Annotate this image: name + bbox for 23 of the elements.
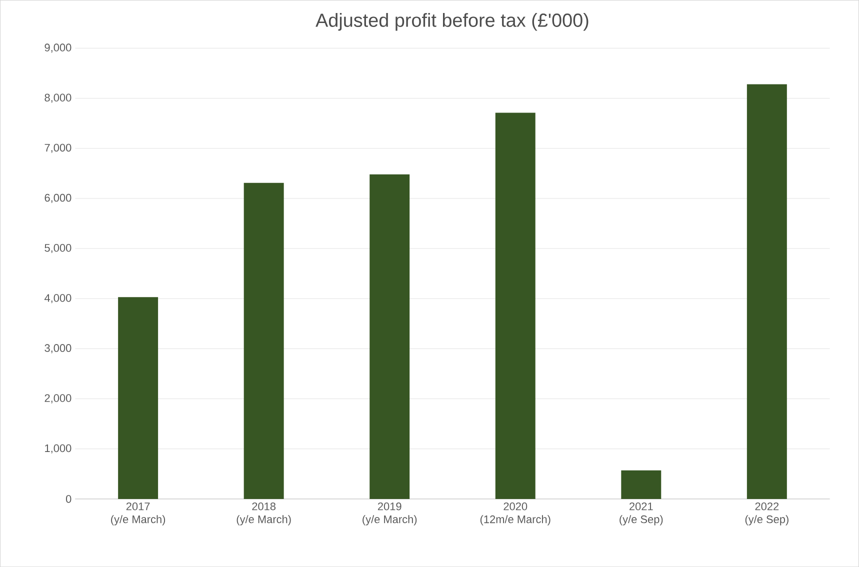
bar	[118, 297, 158, 499]
y-tick-label: 8,000	[44, 94, 72, 103]
x-tick-label: 2019 (y/e March)	[362, 502, 417, 526]
y-tick-label: 0	[66, 495, 72, 503]
x-tick-label: 2017 (y/e March)	[111, 502, 166, 526]
chart-title: Adjusted profit before tax (£'000)	[316, 12, 588, 31]
bar	[244, 182, 284, 499]
x-tick-label: 2018 (y/e March)	[236, 502, 291, 526]
y-tick-label: 5,000	[44, 244, 72, 253]
y-tick-label: 1,000	[45, 444, 72, 454]
x-tick-label: 2020 (12m/e March)	[480, 502, 550, 526]
y-tick-label: 6,000	[44, 194, 72, 203]
bar	[621, 470, 662, 499]
bar	[746, 84, 787, 499]
bar	[370, 174, 410, 499]
bar	[495, 112, 536, 499]
x-tick-label: 2021 (y/e Sep)	[620, 502, 663, 526]
y-tick-label: 9,000	[44, 44, 72, 53]
y-tick-label: 2,000	[44, 394, 72, 404]
y-tick-label: 3,000	[44, 344, 72, 354]
y-tick-label: 4,000	[44, 294, 72, 304]
x-tick-label: 2022 (y/e Sep)	[745, 502, 788, 526]
y-tick-label: 7,000	[44, 144, 72, 153]
